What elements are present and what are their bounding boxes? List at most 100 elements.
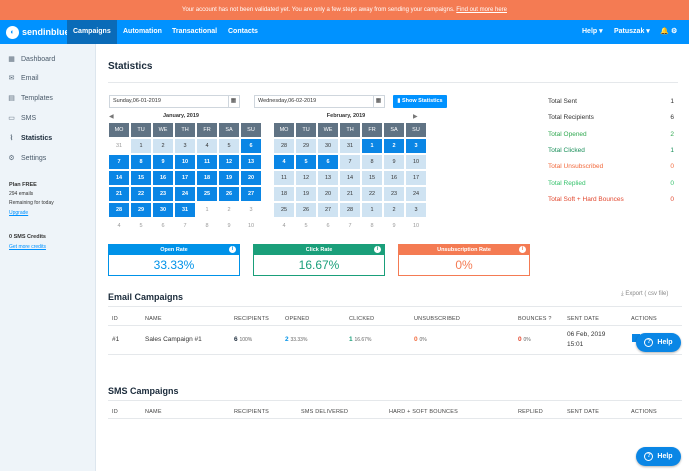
calendar-day[interactable]: 16 (153, 171, 173, 185)
calendar-day[interactable]: 12 (219, 155, 239, 169)
calendar-day[interactable]: 14 (109, 171, 129, 185)
calendar-day[interactable]: 13 (241, 155, 261, 169)
calendar-day[interactable]: 26 (219, 187, 239, 201)
info-icon[interactable]: i (374, 246, 381, 253)
show-statistics-button[interactable]: ▮ Show Statistics (393, 95, 447, 108)
calendar-day[interactable]: 29 (131, 203, 151, 217)
sidebar-item-sms[interactable]: ▭ SMS (8, 111, 36, 125)
calendar-day[interactable]: 28 (340, 203, 360, 217)
calendar-day[interactable]: 30 (318, 139, 338, 153)
calendar-day[interactable]: 1 (131, 139, 151, 153)
calendar-day[interactable]: 1 (362, 203, 382, 217)
calendar-day[interactable]: 19 (219, 171, 239, 185)
calendar-day[interactable]: 11 (197, 155, 217, 169)
calendar-day[interactable]: 25 (274, 203, 294, 217)
calendar-day[interactable]: 27 (318, 203, 338, 217)
date-to-input[interactable]: Wednesday,06-02-2019 ▦ (254, 95, 385, 108)
upgrade-link[interactable]: Upgrade (9, 210, 29, 216)
calendar-day[interactable]: 31 (175, 203, 195, 217)
calendar-day[interactable]: 5 (219, 139, 239, 153)
calendar-day[interactable]: 6 (161, 223, 165, 229)
calendar-day[interactable]: 6 (241, 139, 261, 153)
calendar-day[interactable]: 20 (241, 171, 261, 185)
account-icon[interactable]: ⚙ (671, 28, 678, 35)
calendar-day[interactable]: 10 (175, 155, 195, 169)
calendar-day[interactable]: 10 (412, 223, 420, 229)
campaign-name[interactable]: Sales Campaign #1 (145, 336, 202, 343)
calendar-day[interactable]: 1 (205, 207, 209, 213)
calendar-icon[interactable]: ▦ (373, 96, 383, 107)
calendar-day[interactable]: 9 (384, 155, 404, 169)
help-menu[interactable]: Help ▾ (582, 28, 603, 35)
calendar-day[interactable]: 8 (370, 223, 374, 229)
tab-transactional[interactable]: Transactional (172, 28, 218, 35)
help-button[interactable]: ? Help (636, 333, 681, 352)
calendar-day[interactable]: 28 (109, 203, 129, 217)
brand-logo[interactable]: ◐ sendinblue (6, 25, 70, 39)
calendar-day[interactable]: 2 (227, 207, 231, 213)
calendar-day[interactable]: 24 (406, 187, 426, 201)
calendar-day[interactable]: 5 (139, 223, 143, 229)
calendar-day[interactable]: 10 (247, 223, 255, 229)
calendar-day[interactable]: 17 (406, 171, 426, 185)
calendar-day[interactable]: 22 (362, 187, 382, 201)
calendar-day[interactable]: 29 (296, 139, 316, 153)
calendar-day[interactable]: 6 (326, 223, 330, 229)
info-icon[interactable]: i (229, 246, 236, 253)
calendar-day[interactable]: 7 (348, 223, 352, 229)
calendar-day[interactable]: 5 (296, 155, 316, 169)
calendar-day[interactable]: 23 (153, 187, 173, 201)
calendar-day[interactable]: 24 (175, 187, 195, 201)
sidebar-item-templates[interactable]: ▤ Templates (8, 91, 53, 105)
calendar-day[interactable]: 30 (153, 203, 173, 217)
calendar-day[interactable]: 4 (197, 139, 217, 153)
tab-contacts[interactable]: Contacts (228, 28, 258, 35)
calendar-icon[interactable]: ▦ (228, 96, 238, 107)
calendar-day[interactable]: 9 (392, 223, 396, 229)
calendar-day[interactable]: 20 (318, 187, 338, 201)
sidebar-item-statistics[interactable]: ⌇ Statistics (8, 131, 52, 145)
calendar-day[interactable]: 3 (406, 139, 426, 153)
calendar-day[interactable]: 13 (318, 171, 338, 185)
calendar-day[interactable]: 19 (296, 187, 316, 201)
calendar-day[interactable]: 10 (406, 155, 426, 169)
calendar-day[interactable]: 2 (153, 139, 173, 153)
calendar-day[interactable]: 12 (296, 171, 316, 185)
calendar-day[interactable]: 3 (406, 203, 426, 217)
help-button[interactable]: ? Help (636, 447, 681, 466)
calendar-day[interactable]: 7 (183, 223, 187, 229)
calendar-day[interactable]: 7 (109, 155, 129, 169)
date-from-input[interactable]: Sunday,06-01-2019 ▦ (109, 95, 240, 108)
prev-month-arrow-icon[interactable]: ◀ (109, 114, 114, 120)
calendar-day[interactable]: 3 (249, 207, 253, 213)
notifications-bell-icon[interactable]: 🔔 (660, 28, 669, 35)
calendar-day[interactable]: 27 (241, 187, 261, 201)
calendar-day[interactable]: 14 (340, 171, 360, 185)
get-credits-link[interactable]: Get more credits (9, 244, 46, 250)
calendar-day[interactable]: 21 (109, 187, 129, 201)
calendar-day[interactable]: 15 (131, 171, 151, 185)
calendar-day[interactable]: 22 (131, 187, 151, 201)
calendar-day[interactable]: 6 (318, 155, 338, 169)
calendar-day[interactable]: 4 (274, 155, 294, 169)
tab-automation[interactable]: Automation (123, 28, 162, 35)
calendar-day[interactable]: 4 (282, 223, 286, 229)
tab-campaigns[interactable]: Campaigns (67, 20, 117, 44)
calendar-day[interactable]: 2 (384, 139, 404, 153)
calendar-day[interactable]: 26 (296, 203, 316, 217)
info-icon[interactable]: i (519, 246, 526, 253)
calendar-day[interactable]: 17 (175, 171, 195, 185)
calendar-day[interactable]: 25 (197, 187, 217, 201)
calendar-day[interactable]: 1 (362, 139, 382, 153)
user-menu[interactable]: Patuszak ▾ (614, 28, 650, 35)
calendar-day[interactable]: 7 (340, 155, 360, 169)
banner-link[interactable]: Find out more here (456, 7, 507, 13)
calendar-day[interactable]: 31 (340, 139, 360, 153)
calendar-day[interactable]: 31 (115, 143, 123, 149)
calendar-day[interactable]: 3 (175, 139, 195, 153)
sidebar-item-dashboard[interactable]: ▦ Dashboard (8, 52, 55, 66)
calendar-day[interactable]: 23 (384, 187, 404, 201)
calendar-day[interactable]: 21 (340, 187, 360, 201)
calendar-day[interactable]: 16 (384, 171, 404, 185)
calendar-day[interactable]: 18 (274, 187, 294, 201)
